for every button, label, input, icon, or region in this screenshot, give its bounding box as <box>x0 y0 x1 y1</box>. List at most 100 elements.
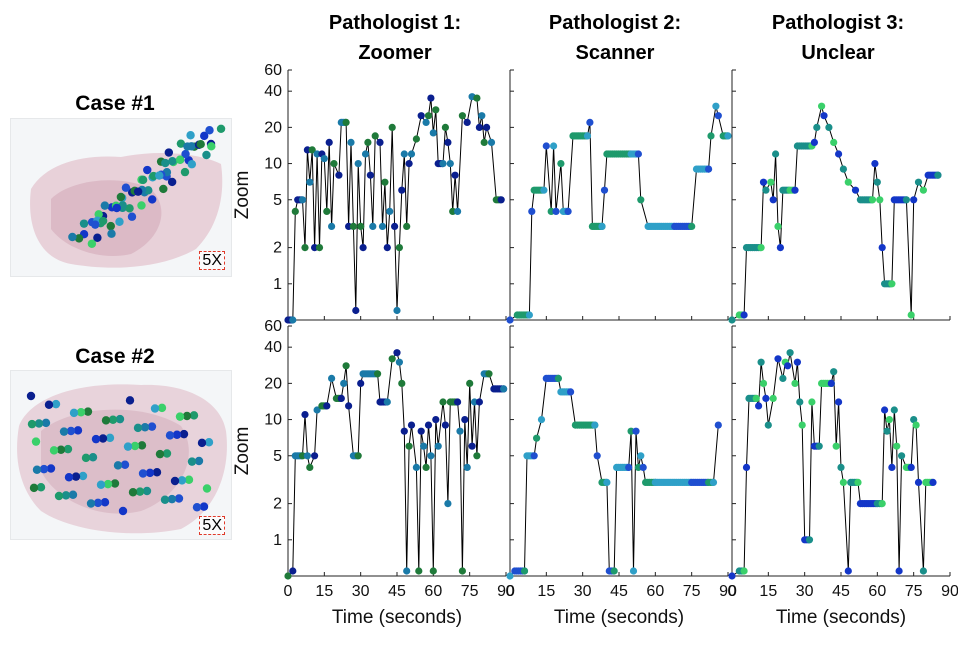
zoom-point <box>591 421 599 429</box>
zoom-point <box>851 186 860 194</box>
zoom-point <box>468 442 476 450</box>
zoom-point <box>330 160 338 168</box>
zoom-point <box>328 222 336 230</box>
viewed-location-dot <box>180 167 190 177</box>
viewed-location-dot <box>44 400 54 409</box>
zoom-point <box>830 138 838 146</box>
viewed-location-dot <box>133 423 143 433</box>
zoom-point <box>712 102 720 110</box>
zoom-point <box>383 244 391 252</box>
viewed-location-dot <box>98 434 108 443</box>
zoom-point <box>755 402 763 410</box>
zoom-point <box>871 160 879 168</box>
zoom-point <box>637 196 645 204</box>
x-tick-label: 60 <box>646 583 664 600</box>
x-tick-label: 60 <box>868 583 886 600</box>
zoom-point <box>883 427 891 435</box>
viewed-location-dot <box>46 464 56 473</box>
zoom-point <box>403 567 411 575</box>
zoom-point <box>600 186 609 194</box>
viewed-location-dot <box>120 460 130 469</box>
viewed-location-dot <box>34 419 44 428</box>
zoom-point <box>388 355 396 363</box>
viewed-location-dot <box>130 441 140 451</box>
zoom-point <box>835 398 843 406</box>
zoom-point <box>485 370 493 378</box>
zoom-point <box>610 567 618 575</box>
viewed-location-dot <box>64 473 74 482</box>
zoom-point <box>439 160 447 168</box>
zoom-point <box>347 138 355 146</box>
zoom-point <box>405 442 413 450</box>
zoom-point <box>868 196 877 204</box>
viewed-location-dot <box>177 476 187 485</box>
zoom-point <box>530 452 538 460</box>
viewed-location-dot <box>137 201 146 210</box>
zoom-point <box>837 463 845 471</box>
zoom-point <box>639 463 647 471</box>
viewed-location-dot <box>184 475 194 484</box>
viewed-location-dot <box>66 426 76 436</box>
zoom-point <box>740 567 748 575</box>
zoom-point <box>724 132 732 140</box>
subplot-r2-c2: 0 15 30 45 60 75 90 Time (seconds) <box>506 325 737 628</box>
zoom-point <box>388 123 396 131</box>
zoom-point <box>424 421 433 429</box>
zoom-point <box>593 452 601 460</box>
zoom-point <box>320 155 328 163</box>
y-tick-label: 10 <box>264 412 282 429</box>
zoom-point <box>415 567 423 575</box>
zoom-point <box>540 186 548 194</box>
zoom-point <box>776 244 785 252</box>
x-tick-label: 90 <box>497 583 515 600</box>
zoom-point <box>303 452 311 460</box>
viewed-location-dot <box>121 183 131 192</box>
zoom-point <box>458 567 466 575</box>
zoom-point <box>774 355 782 363</box>
zoom-point <box>359 244 367 252</box>
x-tick-label: 15 <box>759 583 777 600</box>
viewed-location-dot <box>187 457 197 466</box>
zoom-point <box>306 463 314 471</box>
zoom-point <box>340 379 348 387</box>
viewed-location-dot <box>140 423 150 432</box>
zoom-point <box>832 442 840 450</box>
zoom-point <box>784 362 792 370</box>
zoom-point <box>475 398 483 406</box>
zoom-point <box>473 94 481 102</box>
zoom-point <box>366 171 374 179</box>
zoom-point <box>542 142 550 150</box>
subplot-r2-c3: 0 15 30 45 60 75 90 Time (seconds) <box>728 325 958 628</box>
viewed-location-dot <box>110 479 120 488</box>
viewed-location-dot <box>167 494 177 504</box>
zoom-point <box>890 406 898 414</box>
zoom-point <box>844 567 852 575</box>
viewed-location-dot <box>179 429 189 439</box>
zoom-point <box>400 150 408 158</box>
viewed-location-dot <box>150 404 160 413</box>
viewed-location-dot <box>93 233 102 242</box>
viewed-location-dot <box>175 412 185 421</box>
zoom-point <box>458 112 466 120</box>
zoom-point <box>400 427 408 435</box>
zoom-point <box>313 406 321 414</box>
zoom-point <box>381 178 389 186</box>
zoom-point <box>323 402 331 410</box>
viewed-location-dot <box>79 219 89 228</box>
zoom-trace-line <box>288 96 502 321</box>
zoom-point <box>417 427 425 435</box>
zoom-point <box>707 132 715 140</box>
x-tick-label: 15 <box>315 583 333 600</box>
zoom-point <box>895 567 903 575</box>
zoom-point <box>325 138 333 146</box>
viewed-location-dot <box>170 476 180 486</box>
x-tick-label: 0 <box>728 583 737 600</box>
zoom-point <box>412 463 420 471</box>
viewed-location-dot <box>165 431 175 440</box>
y-tick-label: 1 <box>273 532 282 549</box>
zoom-point <box>752 394 760 402</box>
viewed-location-dot <box>199 502 209 511</box>
zoom-point <box>728 572 736 580</box>
zoom-point <box>910 416 918 424</box>
zoom-point <box>854 478 862 486</box>
